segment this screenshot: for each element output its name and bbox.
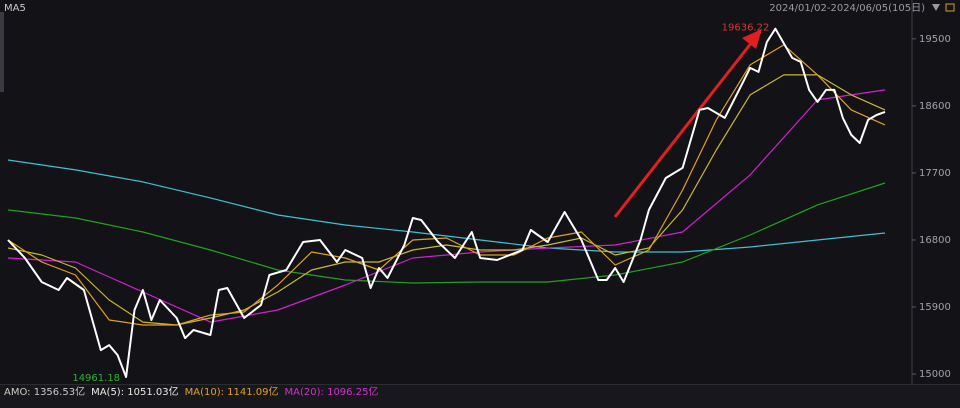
trend-arrow [613, 41, 754, 218]
y-tick-label: 19500 [919, 34, 951, 45]
footer-bar [0, 384, 960, 408]
y-tick-label: 15000 [919, 369, 951, 380]
price-line [7, 89, 886, 323]
trend-arrow-head [742, 29, 762, 49]
footer-item: MA(5): 1051.03亿 [91, 385, 179, 398]
footer-item: MA(10): 1141.09亿 [185, 385, 279, 398]
lock-icon[interactable] [945, 3, 955, 12]
header-title: MA5 [4, 3, 26, 14]
price-line [7, 27, 886, 378]
footer-item: AMO: 1356.53亿 [4, 385, 85, 398]
price-line [7, 182, 886, 284]
dropdown-icon[interactable] [932, 4, 940, 11]
y-tick-label: 17700 [919, 168, 951, 179]
plot-area [7, 27, 886, 378]
header-range[interactable]: 2024/01/02-2024/06/05(105日) [769, 3, 925, 14]
price-line [7, 44, 886, 326]
annotation: 19636.22 [722, 23, 770, 34]
scroll-handle [0, 12, 4, 92]
footer-item: MA(20): 1096.25亿 [285, 385, 379, 398]
y-tick-label: 16800 [919, 235, 951, 246]
y-tick-label: 15900 [919, 302, 951, 313]
price-line [7, 159, 886, 253]
annotation: 14961.18 [72, 373, 120, 384]
footer-legend: AMO: 1356.53亿 MA(5): 1051.03亿 MA(10): 1141… [4, 385, 378, 398]
price-line [7, 74, 886, 326]
y-tick-label: 18600 [919, 101, 951, 112]
